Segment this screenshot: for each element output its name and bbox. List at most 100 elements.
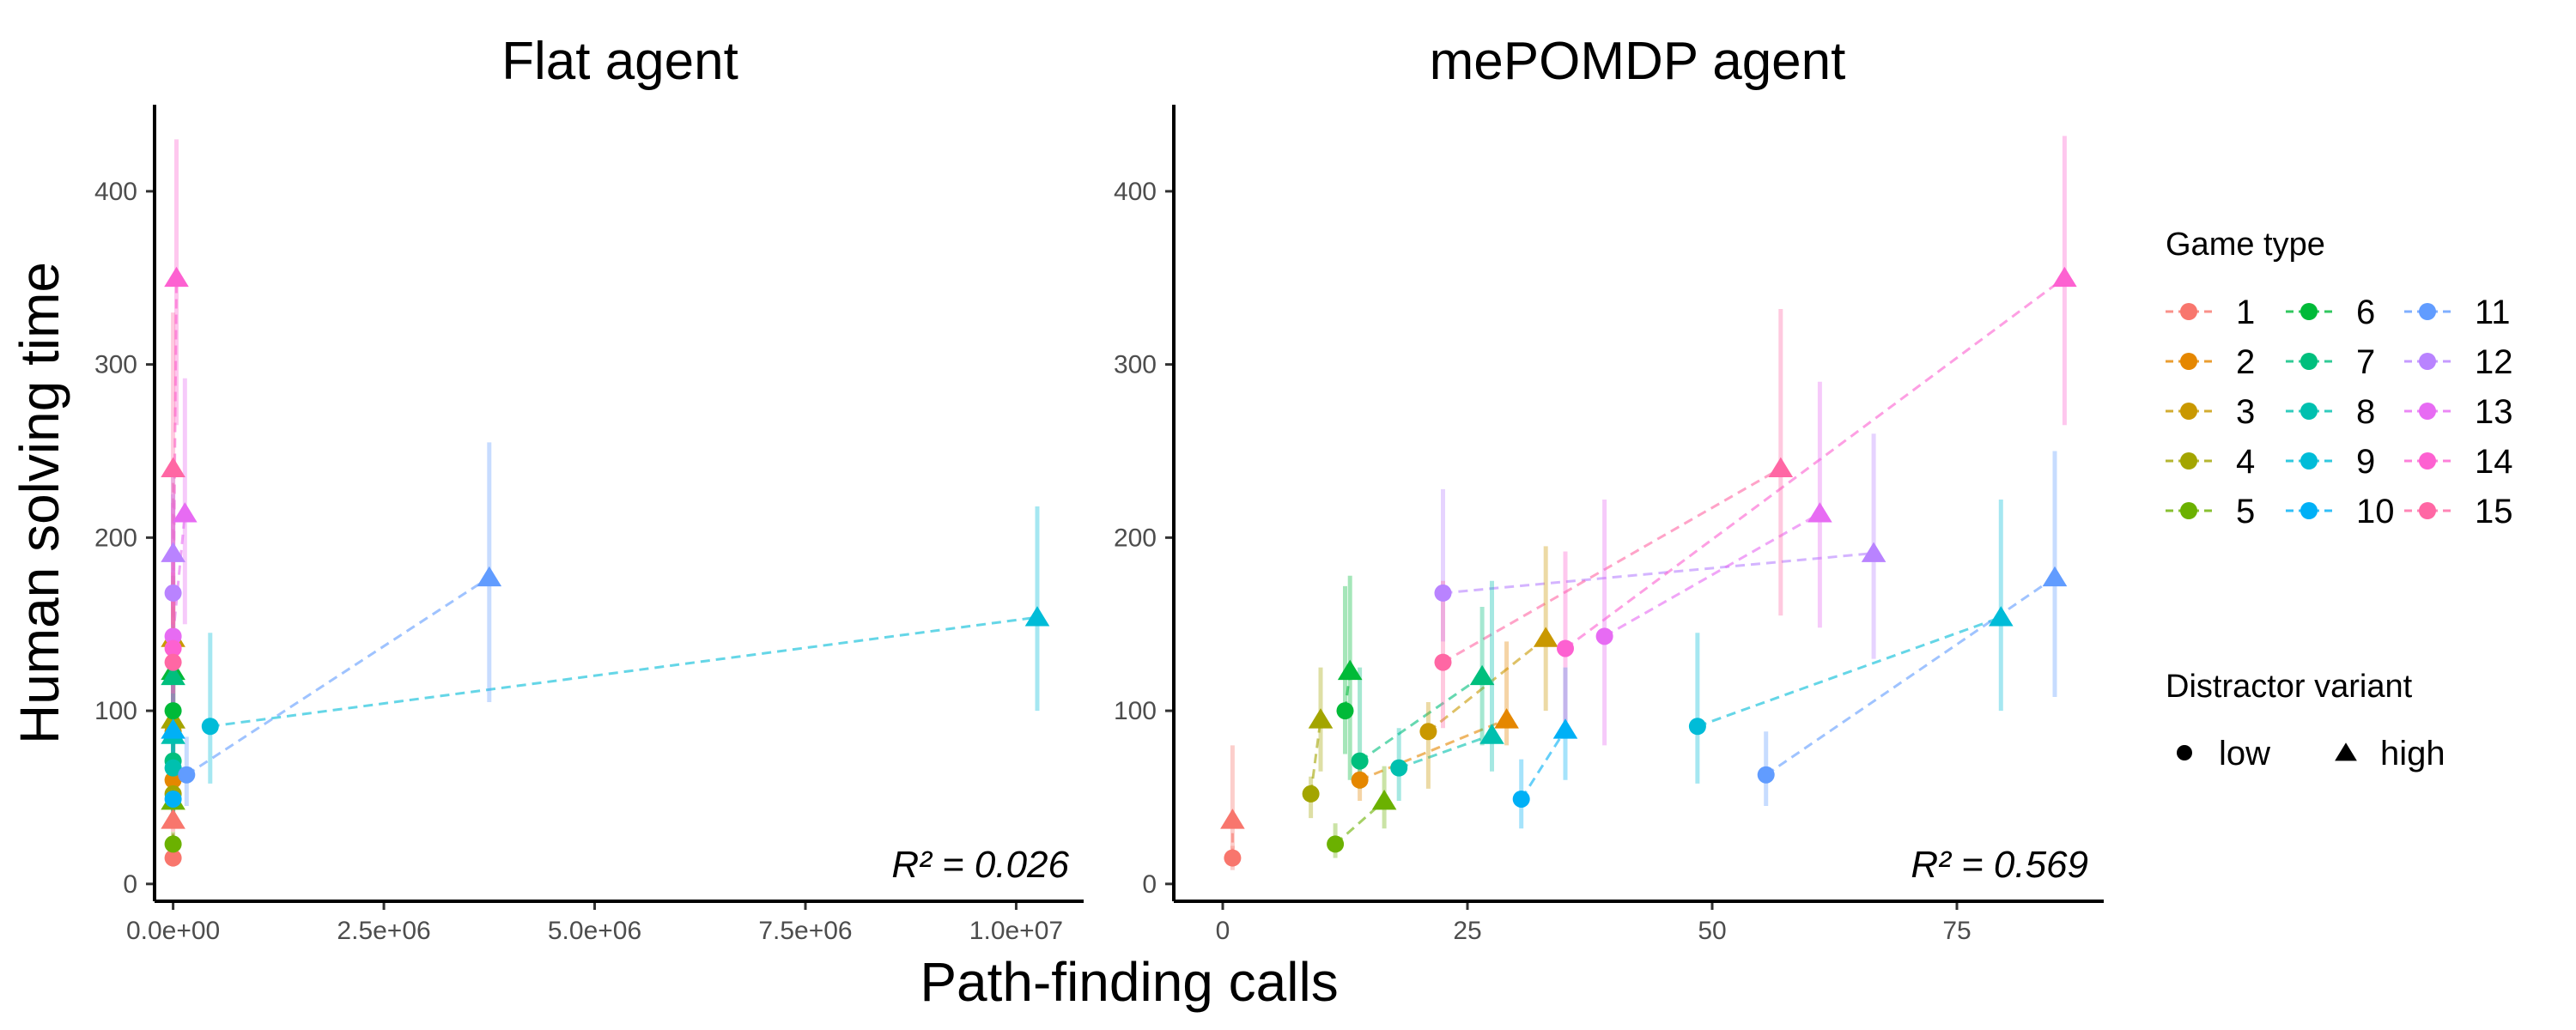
connector-lines-flat-agent	[172, 277, 1038, 858]
data-point-game-9-high	[1989, 606, 2014, 627]
connector-line	[1603, 512, 1821, 638]
connector-line	[1697, 615, 2002, 728]
data-point-game-7-high	[161, 664, 185, 686]
panel-title-mepomdp-agent: mePOMDP agent	[1430, 32, 1846, 91]
data-point-game-1-low	[164, 849, 182, 867]
connector-line	[1359, 718, 1508, 782]
x-axis-title: Path-finding calls	[920, 951, 1338, 1013]
data-point-game-12-high	[1861, 542, 1886, 562]
data-point-game-6-low	[164, 702, 182, 720]
y-tick-label: 200	[94, 524, 137, 552]
data-point-game-11-low	[1757, 766, 1775, 784]
y-tick-label: 200	[1114, 524, 1157, 552]
y-tick-label: 0	[1142, 870, 1157, 899]
data-point-game-8-high	[1479, 724, 1504, 744]
data-point-game-10-low	[164, 790, 182, 808]
data-point-game-6-high	[1337, 659, 1363, 681]
legend-label-game: 8	[2356, 393, 2375, 431]
axis-ticks-flat-agent: 0 100 200 300 400 0.0e+00 2.5e+06 5.0e+06 7.5e+0…	[94, 178, 1063, 945]
legend-key-marker	[2419, 452, 2436, 470]
legend-label-game: 4	[2236, 443, 2255, 481]
connector-line	[1358, 675, 1483, 762]
data-point-game-9-low	[201, 718, 219, 736]
x-tick-label: 5.0e+06	[548, 917, 641, 945]
legend-title-game-type: Game type	[2166, 227, 2325, 263]
legend-label-game: 9	[2356, 443, 2375, 481]
x-tick-label: 25	[1453, 917, 1481, 945]
connector-line	[1520, 729, 1567, 800]
legend-label-game: 6	[2356, 294, 2375, 331]
axis-ticks-mepomdp-agent: 0 100 200 300 400 0 25 50 75	[1114, 178, 1971, 945]
legend-marker-low	[2177, 745, 2192, 760]
data-point-game-5-high	[1371, 789, 1397, 810]
panel-flat-agent: Flat agent 0 100 200 300 400 0.0e+00 2.5e+06 5.…	[94, 32, 1084, 945]
data-point-game-8-low	[1390, 759, 1408, 777]
legend-marker-high	[2335, 742, 2357, 761]
legend-key-marker	[2180, 502, 2197, 519]
data-point-game-14-high	[2052, 266, 2077, 288]
connector-line	[210, 615, 1038, 728]
data-point-game-14-low	[164, 639, 182, 657]
data-point-game-4-low	[1302, 785, 1320, 803]
data-point-game-15-high	[161, 457, 185, 478]
x-tick-label: 0	[1216, 917, 1230, 945]
data-point-game-4-high	[1308, 708, 1334, 729]
error-bars-flat-agent	[171, 139, 1040, 867]
data-point-game-1-high	[161, 809, 185, 829]
data-point-game-14-low	[1557, 639, 1574, 657]
data-point-game-12-low	[1434, 584, 1452, 602]
data-point-game-9-high	[1024, 606, 1050, 627]
data-point-game-13-high	[173, 502, 197, 523]
panel-mepomdp-agent: mePOMDP agent 0 100 200 300 400 0 25 50 75 R² = …	[1114, 32, 2104, 945]
y-tick-label: 100	[1114, 697, 1157, 725]
data-point-game-13-low	[164, 627, 182, 645]
legend-label-game: 13	[2475, 393, 2513, 431]
y-tick-label: 0	[123, 870, 137, 899]
legend-label-game: 1	[2236, 294, 2255, 331]
connector-line	[1442, 467, 1782, 663]
y-tick-label: 300	[1114, 351, 1157, 379]
y-tick-label: 400	[94, 178, 137, 206]
legend-label-game: 15	[2475, 493, 2513, 530]
panel-title-flat-agent: Flat agent	[501, 32, 738, 91]
connector-line	[1398, 733, 1493, 770]
data-point-game-3-low	[1419, 723, 1437, 741]
connector-lines-mepomdp-agent	[1230, 276, 2066, 858]
legend-key-marker	[2300, 452, 2318, 470]
x-tick-label: 1.0e+07	[969, 917, 1063, 945]
legend-label-variant: high	[2380, 735, 2445, 772]
legend-key-marker	[2180, 403, 2197, 420]
legend-title-distractor-variant: Distractor variant	[2166, 669, 2413, 705]
data-point-game-1-low	[1224, 849, 1242, 867]
connector-line	[1765, 576, 2056, 776]
legend-label-game: 3	[2236, 393, 2255, 431]
data-point-game-1-high	[1220, 809, 1245, 829]
data-point-game-9-low	[1688, 718, 1706, 736]
data-point-game-11-high	[2042, 566, 2068, 587]
data-point-game-3-high	[1533, 627, 1558, 647]
legend-label-game: 7	[2356, 343, 2375, 381]
legend-label-game: 5	[2236, 493, 2255, 530]
legend-key-marker	[2300, 502, 2318, 519]
data-point-game-11-high	[477, 566, 502, 587]
data-point-game-2-low	[1351, 771, 1369, 789]
x-tick-label: 50	[1698, 917, 1726, 945]
data-point-game-2-low	[164, 771, 182, 789]
data-point-game-6-low	[1336, 702, 1354, 720]
data-point-game-14-high	[164, 266, 189, 288]
data-point-game-10-high	[1552, 718, 1578, 739]
connector-line	[172, 512, 186, 637]
data-point-game-15-low	[164, 653, 182, 671]
connector-line	[1443, 552, 1874, 595]
x-tick-label: 7.5e+06	[758, 917, 852, 945]
legend-variant-entries: low high	[2177, 735, 2445, 772]
points-flat-agent	[161, 266, 1050, 867]
legend-label-game: 2	[2236, 343, 2255, 381]
data-point-game-2-high	[1494, 708, 1519, 729]
legend-label-variant: low	[2219, 735, 2270, 772]
legend-key-marker	[2419, 403, 2436, 420]
y-tick-label: 100	[94, 697, 137, 725]
legend-key-marker	[2300, 353, 2318, 370]
